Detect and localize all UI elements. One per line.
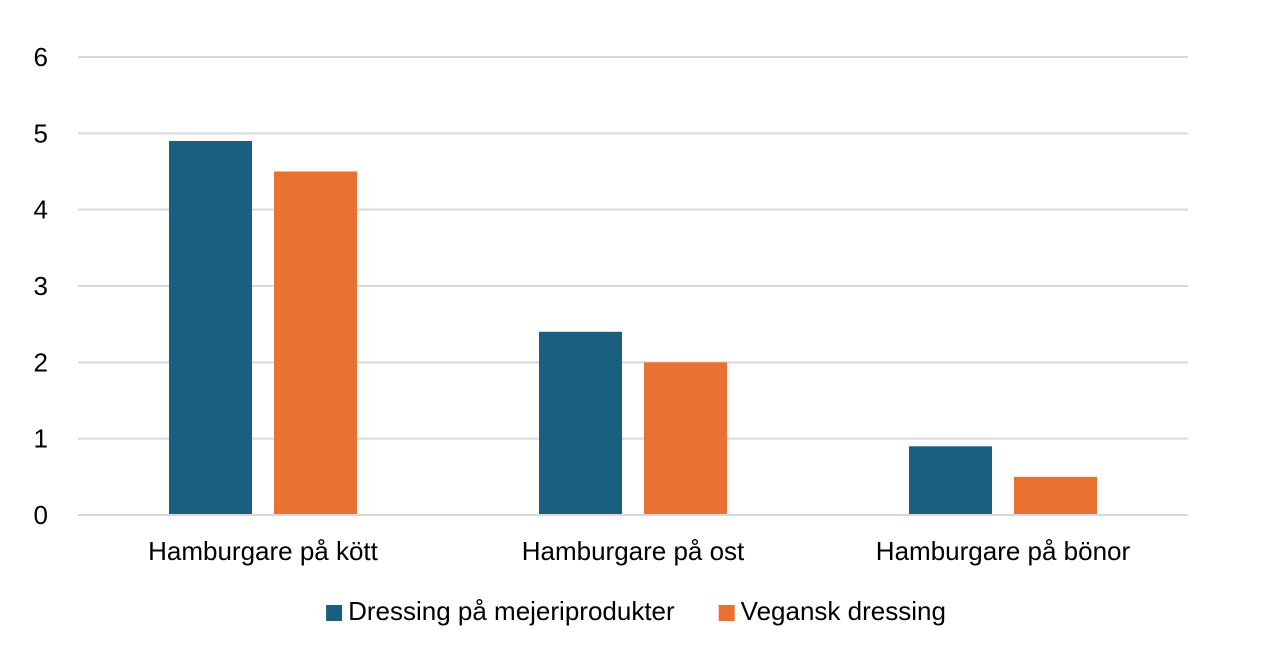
legend-label: Vegansk dressing: [741, 596, 946, 626]
legend-item: Vegansk dressing: [718, 596, 946, 626]
x-axis-category-labels: Hamburgare på kött Hamburgare på ost Hambu…: [148, 536, 1130, 566]
x-category-label: Hamburgare på ost: [522, 536, 745, 566]
x-category-label: Hamburgare på bönor: [876, 536, 1131, 566]
bar-dairy-dressing: [539, 331, 622, 515]
y-tick-label: 5: [34, 118, 48, 148]
gridlines: [78, 56, 1188, 440]
legend-swatch: [326, 605, 343, 621]
bar-vegan-dressing: [1014, 476, 1097, 515]
legend-item: Dressing på mejeriprodukter: [326, 596, 675, 626]
bar-dairy-dressing: [169, 140, 252, 515]
y-tick-label: 1: [34, 424, 48, 454]
y-tick-label: 2: [34, 347, 48, 377]
legend-label: Dressing på mejeriprodukter: [348, 596, 675, 626]
y-axis-tick-labels: 0 1 2 3 4 5 6: [34, 42, 48, 530]
y-tick-label: 6: [34, 42, 48, 72]
bars: [169, 140, 1097, 515]
bar-vegan-dressing: [274, 171, 357, 515]
legend-swatch: [718, 605, 735, 621]
y-tick-label: 3: [34, 271, 48, 301]
x-category-label: Hamburgare på kött: [148, 536, 379, 566]
bar-vegan-dressing: [644, 362, 727, 515]
y-tick-label: 0: [34, 500, 48, 530]
legend: Dressing på mejeriprodukter Vegansk dress…: [326, 596, 946, 626]
bar-dairy-dressing: [909, 446, 992, 515]
y-tick-label: 4: [34, 195, 48, 225]
